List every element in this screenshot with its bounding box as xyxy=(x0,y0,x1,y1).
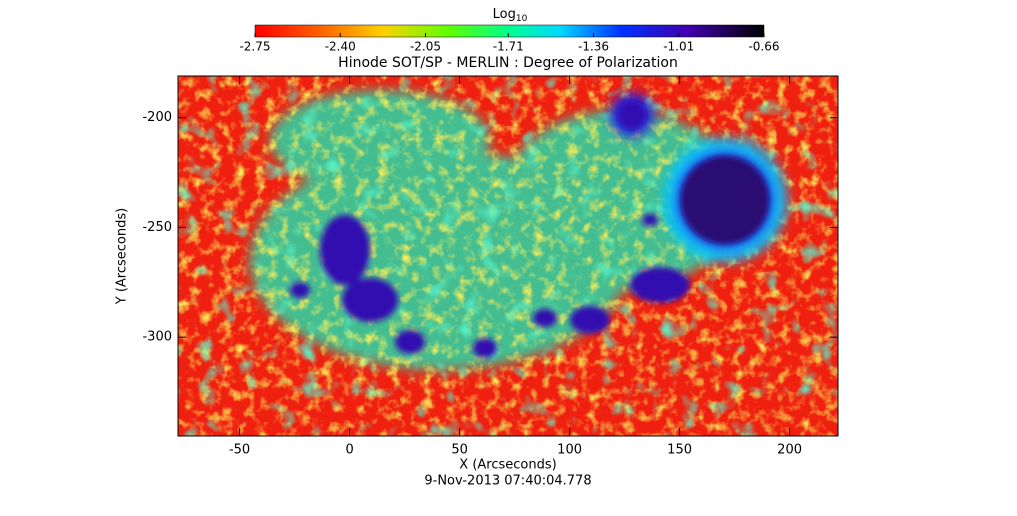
colorbar-tick-label: -2.75 xyxy=(239,40,270,54)
x-tick-label: -50 xyxy=(229,443,250,458)
colorbar-tick-label: -1.71 xyxy=(493,40,524,54)
colorbar-tick-label: -2.05 xyxy=(410,40,441,54)
x-tick-label: 200 xyxy=(777,443,802,458)
colorbar-tick-label: -0.66 xyxy=(748,40,779,54)
x-tick-label: 0 xyxy=(345,443,353,458)
x-tick-label: 100 xyxy=(557,443,582,458)
y-axis-label: Y (Arcseconds) xyxy=(115,208,130,305)
plot-frame xyxy=(177,75,839,437)
x-axis-label: X (Arcseconds) xyxy=(459,458,556,473)
x-tick-label: 150 xyxy=(667,443,692,458)
colorbar-tick-label: -1.01 xyxy=(663,40,694,54)
date-annotation: 9-Nov-2013 07:40:04.778 xyxy=(424,474,591,489)
colorbar-label: Log10 xyxy=(493,7,528,24)
y-tick-label: -200 xyxy=(142,110,172,125)
chart-title: Hinode SOT/SP - MERLIN : Degree of Polar… xyxy=(338,55,678,71)
y-tick-label: -300 xyxy=(142,330,172,345)
y-tick-label: -250 xyxy=(142,220,172,235)
colorbar-tick-label: -2.40 xyxy=(325,40,356,54)
x-tick-label: 50 xyxy=(451,443,468,458)
colorbar-tick-label: -1.36 xyxy=(578,40,609,54)
polarization-image xyxy=(178,76,838,436)
colorbar xyxy=(254,24,765,38)
